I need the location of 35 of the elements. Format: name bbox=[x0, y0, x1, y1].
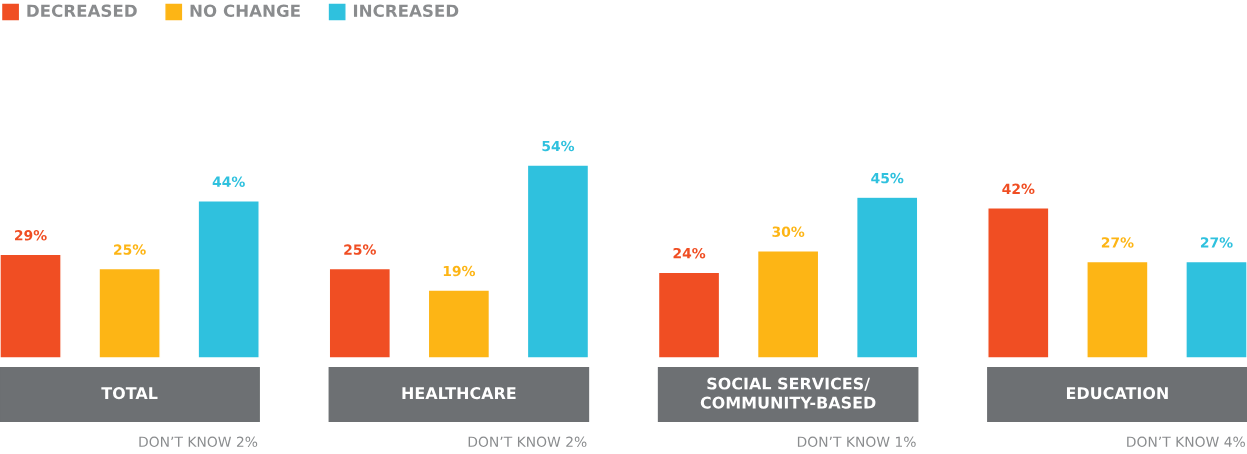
x-tick-label: TOTAL bbox=[101, 387, 158, 400]
text: DON’T KNOW 2% bbox=[468, 436, 587, 448]
bar bbox=[427, 289, 491, 358]
data-label: 44% bbox=[212, 176, 245, 187]
text: DON’T KNOW 4% bbox=[1127, 436, 1245, 448]
legend-label: DECREASED bbox=[27, 4, 137, 18]
text: DON’T KNOW 1% bbox=[797, 436, 916, 448]
data-label: 54% bbox=[542, 140, 575, 152]
x-tick-label: SOCIAL SERVICES/ COMMUNITY-BASED bbox=[700, 377, 876, 409]
data-label: 24% bbox=[673, 247, 706, 259]
data-label: 27% bbox=[1101, 237, 1134, 248]
bar bbox=[657, 271, 721, 358]
data-label: 25% bbox=[114, 244, 146, 255]
data-label: 27% bbox=[1200, 237, 1233, 248]
legend-label: INCREASED bbox=[353, 4, 459, 18]
bar bbox=[328, 267, 392, 358]
data-label: 45% bbox=[871, 172, 904, 184]
bar bbox=[1086, 260, 1149, 358]
bar bbox=[756, 250, 820, 358]
bar bbox=[0, 253, 62, 358]
bar bbox=[526, 164, 590, 358]
data-label: 42% bbox=[1002, 183, 1035, 195]
text: DON’T KNOW 2% bbox=[139, 436, 258, 448]
bar bbox=[98, 267, 161, 358]
data-label: 25% bbox=[344, 244, 376, 255]
bar bbox=[1185, 260, 1247, 358]
data-label: 19% bbox=[443, 265, 476, 277]
legend-label: NO CHANGE bbox=[190, 4, 300, 18]
bar bbox=[197, 200, 260, 358]
bar bbox=[987, 207, 1050, 358]
data-label: 29% bbox=[15, 230, 47, 241]
data-label: 30% bbox=[772, 226, 805, 237]
bar bbox=[855, 196, 919, 358]
x-tick-label: HEALTHCARE bbox=[402, 387, 516, 400]
x-tick-label: EDUCATION bbox=[1066, 387, 1168, 400]
